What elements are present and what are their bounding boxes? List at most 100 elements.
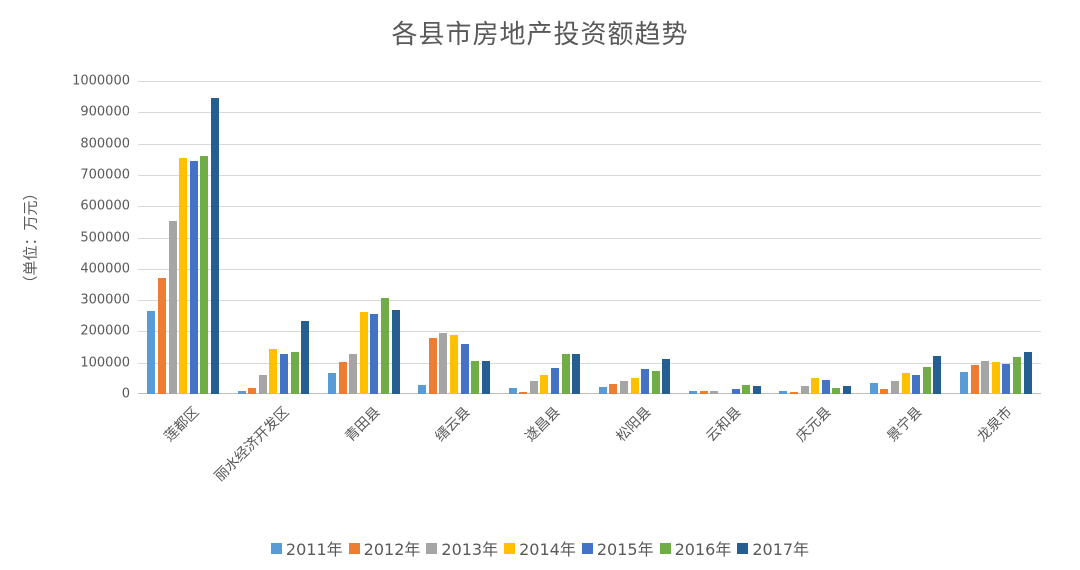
bar xyxy=(189,161,198,394)
bar xyxy=(981,360,990,394)
gridline xyxy=(138,81,1041,82)
legend-item: 2013年 xyxy=(426,536,498,560)
bar xyxy=(540,374,549,394)
legend-swatch-icon xyxy=(426,542,438,554)
legend-item: 2012年 xyxy=(348,536,421,560)
x-tick-label: 松阳县 xyxy=(613,404,655,446)
bar xyxy=(933,355,942,394)
gridline xyxy=(138,300,1041,302)
legend-item: 2016年 xyxy=(659,536,732,560)
bar xyxy=(901,373,910,394)
bar xyxy=(811,378,820,394)
x-tick-label: 庆元县 xyxy=(793,404,835,446)
bar xyxy=(790,392,799,394)
bar xyxy=(338,361,347,394)
bar xyxy=(912,374,921,394)
bar xyxy=(742,385,751,394)
bar xyxy=(460,343,469,394)
y-tick-label: 400000 xyxy=(80,261,130,277)
bar xyxy=(779,390,788,394)
y-tick-label: 0 xyxy=(121,386,130,402)
bar xyxy=(269,348,278,394)
bar xyxy=(200,156,209,394)
x-axis-line xyxy=(138,393,1041,394)
bar xyxy=(370,313,379,394)
bar xyxy=(641,368,650,394)
gridline xyxy=(138,268,1041,270)
y-tick-label: 800000 xyxy=(80,136,130,152)
bar xyxy=(450,334,459,394)
bar xyxy=(471,360,480,394)
bar xyxy=(349,353,358,394)
legend-swatch-icon xyxy=(504,542,516,554)
gridline xyxy=(138,174,1041,176)
gridline xyxy=(138,143,1041,145)
bar xyxy=(179,158,188,394)
bar xyxy=(290,351,299,394)
x-tick-label: 丽水经济开发区 xyxy=(212,404,293,485)
legend-swatch-icon xyxy=(737,542,749,554)
bar xyxy=(922,366,931,394)
y-tick-label: 100000 xyxy=(80,355,130,371)
legend-label: 2016年 xyxy=(674,540,732,559)
bar xyxy=(519,392,528,394)
bar xyxy=(210,98,219,394)
gridline xyxy=(138,362,1041,364)
legend-swatch-icon xyxy=(659,542,671,554)
bar xyxy=(1023,352,1032,394)
x-tick-label: 景宁县 xyxy=(883,404,925,446)
bar xyxy=(572,354,581,394)
bar xyxy=(890,381,899,394)
bar xyxy=(609,383,618,394)
bar xyxy=(832,388,841,394)
y-tick-label: 200000 xyxy=(80,323,130,339)
x-tick-label: 遂昌县 xyxy=(522,404,564,446)
legend-label: 2017年 xyxy=(752,540,810,559)
legend-label: 2014年 xyxy=(519,540,576,559)
legend-label: 2013年 xyxy=(441,540,499,559)
y-tick-label: 500000 xyxy=(80,230,130,245)
bar xyxy=(561,354,570,394)
x-tick-label: 云和县 xyxy=(703,404,745,446)
bar xyxy=(869,383,878,394)
bar xyxy=(710,390,719,394)
bar xyxy=(598,386,607,394)
legend-item: 2011年 xyxy=(270,536,343,560)
y-tick-label: 300000 xyxy=(80,292,130,308)
bar xyxy=(301,321,310,394)
bar xyxy=(970,364,979,394)
bar xyxy=(620,381,629,394)
bar xyxy=(1002,363,1011,394)
legend-label: 2015年 xyxy=(596,540,654,559)
y-axis-label: （单位：万元） xyxy=(21,185,40,291)
bar xyxy=(248,387,257,394)
legend-item: 2015年 xyxy=(581,536,654,560)
legend-swatch-icon xyxy=(348,542,360,554)
bar xyxy=(258,374,267,394)
bar xyxy=(843,386,852,394)
gridline xyxy=(138,112,1041,114)
bar xyxy=(752,386,761,394)
gridline xyxy=(138,331,1041,333)
bar xyxy=(662,358,671,394)
bar xyxy=(991,362,1000,394)
y-tick-label: 1000000 xyxy=(72,73,130,89)
bar xyxy=(689,390,698,394)
bar xyxy=(529,380,538,394)
y-tick-label: 700000 xyxy=(80,167,130,183)
bar xyxy=(960,372,969,394)
bar xyxy=(439,332,448,394)
bar xyxy=(359,312,368,394)
bar xyxy=(481,360,490,394)
bar xyxy=(327,373,336,394)
bar xyxy=(380,297,389,394)
bar xyxy=(651,370,660,394)
legend-swatch-icon xyxy=(270,542,282,554)
chart-title: 各县市房地产投资额趋势 xyxy=(391,20,689,50)
legend-label: 2012年 xyxy=(363,540,421,559)
bar xyxy=(237,390,246,394)
y-tick-label: 600000 xyxy=(80,198,130,214)
bar xyxy=(1013,357,1022,394)
bar xyxy=(550,368,559,394)
gridline xyxy=(138,206,1041,208)
